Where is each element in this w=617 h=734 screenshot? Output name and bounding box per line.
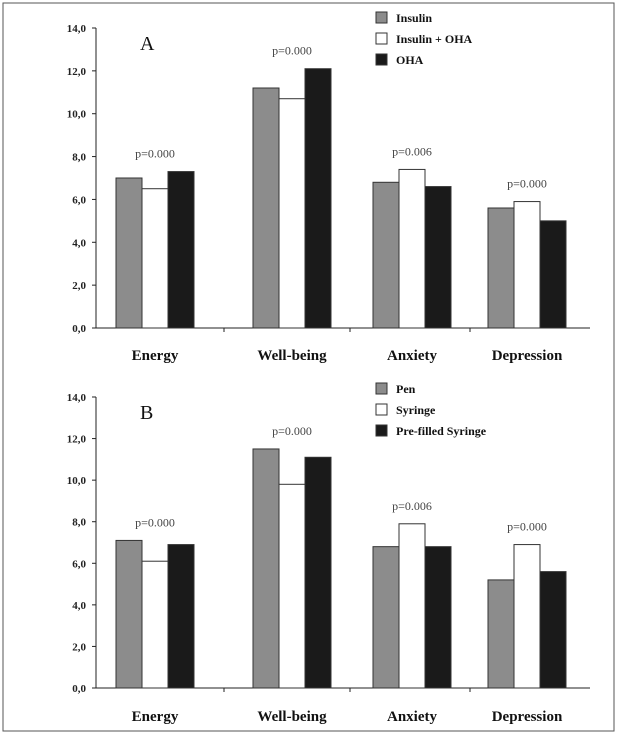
bar-anxiety-insulin-oha [398, 168, 426, 329]
bar-anxiety-pre-filled-syringe [424, 546, 452, 689]
bar-anxiety-syringe [398, 523, 426, 689]
y-tick-label: 8,0 [72, 517, 86, 529]
legend-entry: Pre-filled Syringe [396, 424, 487, 438]
legend-swatch [375, 32, 388, 45]
x-category-label: Energy [132, 348, 179, 364]
bar-energy-pen [115, 539, 143, 689]
x-category-label: Depression [492, 348, 563, 364]
legend-entry: Pen [396, 382, 416, 396]
bar-depression-syringe [513, 544, 541, 689]
bar-well-being-insulin [252, 87, 280, 329]
y-tick-label: 0,0 [72, 683, 86, 695]
legend-entry: OHA [396, 53, 424, 67]
y-tick-label: 12,0 [67, 66, 87, 78]
p-value-annotation: p=0.006 [392, 499, 432, 513]
p-value-annotation: p=0.000 [135, 515, 175, 529]
bar-well-being-pen [252, 448, 280, 689]
y-tick-label: 6,0 [72, 558, 86, 570]
bar-well-being-syringe [278, 483, 306, 689]
y-tick-label: 6,0 [72, 194, 86, 206]
legend-entry: Insulin [396, 11, 432, 25]
bar-anxiety-insulin [372, 181, 400, 329]
y-tick-label: 10,0 [67, 475, 87, 487]
y-tick-label: 14,0 [67, 23, 87, 35]
legend-entry: Insulin + OHA [396, 32, 473, 46]
x-category-label: Well-being [257, 348, 327, 364]
chart-panel-a: 0,0 2,0 4,0 6,0 8,0 10,0 12,0 14,0 p=0.000 Energy… [67, 11, 590, 364]
p-value-annotation: p=0.000 [507, 177, 547, 191]
y-tick-label: 14,0 [67, 392, 87, 404]
y-tick-label: 4,0 [72, 237, 86, 249]
legend: Pen Syringe Pre-filled Syringe [375, 382, 487, 438]
legend-swatch [375, 424, 388, 437]
bar-anxiety-oha [424, 186, 452, 329]
x-category-label: Well-being [257, 709, 327, 725]
bar-energy-oha [167, 171, 195, 329]
bar-energy-syringe [141, 560, 169, 689]
y-tick-label: 4,0 [72, 600, 86, 612]
x-category-label: Anxiety [387, 348, 437, 364]
p-value-annotation: p=0.000 [135, 147, 175, 161]
legend-swatch [375, 403, 388, 416]
y-tick-label: 2,0 [72, 280, 86, 292]
x-category-label: Anxiety [387, 709, 437, 725]
bar-depression-insulin-oha [513, 201, 541, 329]
legend-swatch [375, 382, 388, 395]
bar-well-being-insulin-oha [278, 98, 306, 329]
bar-energy-pre-filled-syringe [167, 544, 195, 689]
bar-well-being-pre-filled-syringe [304, 456, 332, 689]
bar-depression-pre-filled-syringe [539, 571, 567, 689]
y-tick-label: 8,0 [72, 152, 86, 164]
legend-swatch [375, 53, 388, 66]
y-tick-label: 2,0 [72, 641, 86, 653]
chart-panel-b: 0,0 2,0 4,0 6,0 8,0 10,0 12,0 14,0 p=0.000 Energy… [67, 382, 590, 725]
p-value-annotation: p=0.000 [272, 424, 312, 438]
bar-well-being-oha [304, 68, 332, 329]
panel-letter: B [140, 402, 153, 424]
bar-energy-insulin-oha [141, 188, 169, 329]
y-tick-label: 12,0 [67, 434, 87, 446]
panel-letter: A [140, 33, 155, 55]
p-value-annotation: p=0.000 [272, 44, 312, 58]
x-category-label: Energy [132, 709, 179, 725]
bar-anxiety-pen [372, 546, 400, 689]
legend: Insulin Insulin + OHA OHA [375, 11, 473, 67]
bar-depression-pen [487, 579, 515, 689]
bar-depression-insulin [487, 207, 515, 329]
legend-entry: Syringe [396, 403, 436, 417]
p-value-annotation: p=0.006 [392, 144, 432, 158]
p-value-annotation: p=0.000 [507, 520, 547, 534]
legend-swatch [375, 11, 388, 24]
y-tick-label: 10,0 [67, 109, 87, 121]
x-category-label: Depression [492, 709, 563, 725]
y-tick-label: 0,0 [72, 323, 86, 335]
bar-depression-oha [539, 220, 567, 329]
bar-energy-insulin [115, 177, 143, 329]
